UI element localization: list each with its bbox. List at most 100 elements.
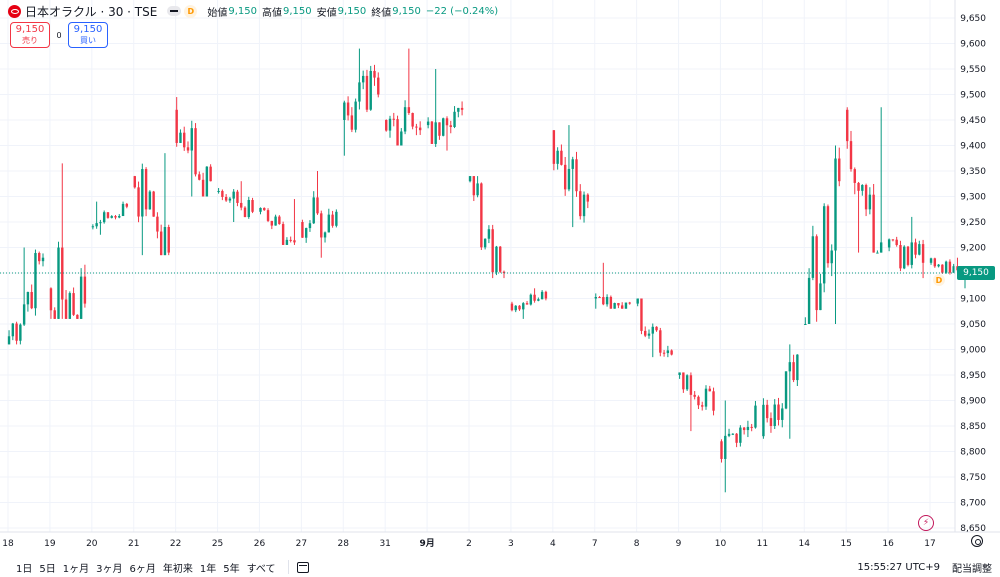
range-1y[interactable]: 1年 [199, 563, 217, 575]
price-tick-label: 9,600 [960, 40, 986, 50]
candle-body [323, 232, 327, 238]
calendar-icon[interactable] [296, 561, 309, 573]
candle-body [666, 350, 670, 354]
time-tick-label: 22 [170, 539, 181, 549]
minus-pill-icon[interactable] [167, 6, 182, 16]
candle-body [613, 303, 616, 309]
candle-body [605, 296, 609, 305]
candle-body [377, 77, 380, 95]
candle-body [57, 247, 60, 319]
candle-body [933, 258, 937, 267]
candle-body [857, 182, 860, 191]
candle-body [68, 293, 72, 319]
candle-body [937, 264, 940, 267]
candle-body [106, 212, 110, 218]
candle-body [598, 297, 601, 299]
candle-body [861, 184, 864, 191]
candle-body [769, 418, 773, 426]
range-1d[interactable]: 1日 [16, 563, 33, 575]
candle-body [563, 164, 567, 190]
candle-body [209, 166, 212, 182]
candle-body [834, 158, 837, 251]
time-tick-label: 25 [212, 539, 223, 549]
candle-body [41, 257, 45, 262]
adjust-dividends-button[interactable]: 配当調整 [952, 563, 992, 575]
candle-body [602, 297, 605, 305]
last-price-label: 9,150 [957, 266, 995, 280]
candle-body [110, 216, 113, 218]
candle-body [499, 246, 502, 272]
range-5y[interactable]: 5年 [223, 563, 240, 575]
candle-body [346, 102, 350, 116]
candle-body [53, 310, 56, 319]
candle-body [102, 212, 106, 223]
candle-body [15, 323, 18, 341]
candle-body [121, 203, 125, 217]
candle-body [198, 174, 201, 180]
buy-button[interactable]: 9,150 買い [68, 22, 108, 48]
candle-body [678, 372, 681, 375]
lightning-icon[interactable]: ⚡ [918, 515, 934, 531]
candle-body [777, 404, 780, 420]
price-axis[interactable]: 9,650 9,600 9,550 9,500 9,450 9,400 9,350 9,300… [960, 14, 986, 534]
price-tick-label: 9,000 [960, 346, 986, 356]
candle-body [830, 250, 833, 264]
candle-body [582, 194, 586, 217]
range-ytd[interactable]: 年初来 [162, 563, 193, 575]
candle-body [784, 371, 788, 409]
candle-body [697, 396, 700, 406]
candle-body [358, 82, 361, 102]
sell-button[interactable]: 9,150 売り [10, 22, 50, 48]
candle-body [373, 70, 376, 78]
candle-body [190, 128, 193, 151]
candle-body [430, 121, 434, 144]
candle-body [304, 228, 308, 238]
time-tick-label: 26 [254, 539, 266, 549]
candle-body [647, 333, 651, 336]
toolbar-right: 15:55:27 UTC+9 配当調整 [857, 560, 992, 575]
range-5d[interactable]: 5日 [39, 563, 56, 575]
candle-body [903, 246, 906, 269]
candle-body [141, 169, 144, 217]
price-tick-label: 8,850 [960, 422, 986, 432]
candle-body [579, 191, 582, 217]
candle-body [301, 222, 304, 238]
close-label: 終値 [371, 7, 392, 19]
candlestick-chart[interactable]: 9,650 9,600 9,550 9,500 9,450 9,400 9,350 9,300… [0, 0, 1000, 557]
candle-body [879, 242, 883, 253]
candle-body [773, 404, 776, 426]
candle-body [240, 202, 243, 208]
close-value: 9,150 [392, 5, 421, 17]
gear-icon[interactable] [971, 535, 983, 547]
candle-body [418, 127, 422, 131]
candle-body [701, 405, 704, 407]
candle-body [712, 391, 715, 411]
candle-body [624, 302, 628, 309]
candle-body [708, 388, 711, 392]
candle-body [445, 118, 449, 126]
time-tick-label: 4 [550, 539, 556, 549]
time-tick-label: 9月 [419, 538, 434, 549]
candle-body [567, 168, 571, 190]
candle-body [270, 220, 274, 226]
candle-body [689, 375, 693, 395]
range-1m[interactable]: 1ヶ月 [62, 563, 90, 575]
candle-body [765, 404, 769, 419]
candle-body [22, 304, 26, 325]
candle-body [853, 169, 856, 183]
time-axis[interactable]: 18 19 20 21 22 25 26 27 28 31 9月 2 3 4 7 8 9 10 11 14 15 16 17 [2, 538, 935, 549]
candle-body [263, 207, 266, 211]
high-label: 高値 [261, 7, 282, 19]
range-3m[interactable]: 3ヶ月 [96, 563, 123, 575]
candle-body [918, 244, 921, 255]
candle-body [163, 227, 167, 256]
range-6m[interactable]: 6ヶ月 [129, 563, 156, 575]
candle-body [369, 70, 372, 110]
open-value: 9,150 [228, 5, 257, 17]
candle-body [540, 291, 544, 300]
candle-body [891, 239, 895, 241]
symbol-title[interactable]: 日本オラクル · 30 · TSE [25, 4, 158, 19]
dividend-marker[interactable]: D [933, 274, 945, 286]
range-all[interactable]: すべて [246, 563, 276, 575]
candle-body [281, 224, 285, 245]
